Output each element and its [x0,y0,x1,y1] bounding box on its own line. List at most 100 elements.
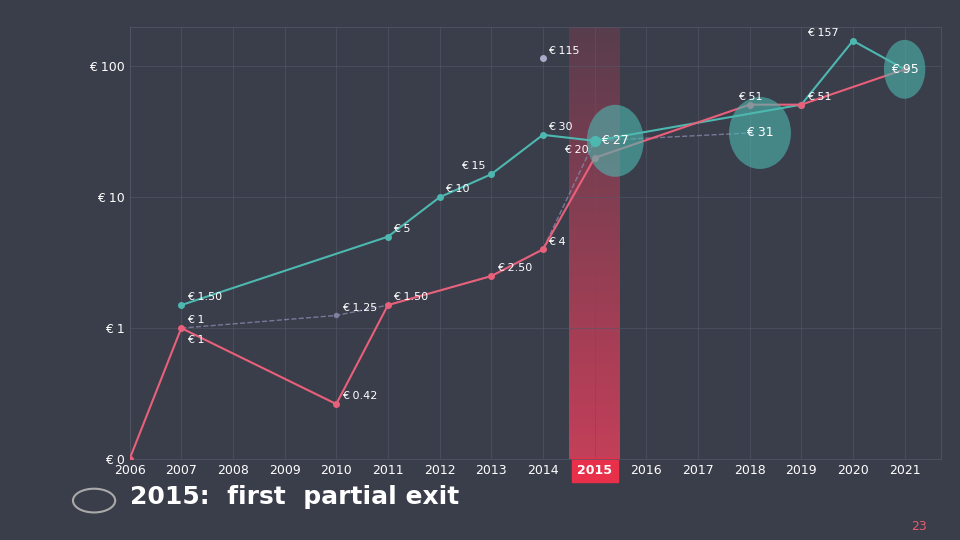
Bar [568,230,620,232]
Bar [568,245,620,247]
Bar [568,347,620,349]
Bar [568,185,620,187]
Bar [568,399,620,401]
Bar [568,72,620,75]
Bar [568,411,620,414]
Bar [568,297,620,299]
Bar [568,228,620,230]
Bar [568,224,620,226]
Bar [568,154,620,157]
Bar [568,351,620,353]
Bar [568,312,620,314]
Bar [568,237,620,239]
Bar [568,66,620,68]
Ellipse shape [884,40,925,99]
Bar [568,325,620,327]
Bar [568,87,620,90]
Text: € 10: € 10 [445,185,469,194]
Bar [568,249,620,252]
Bar [568,120,620,122]
Bar [568,221,620,224]
Bar [568,176,620,178]
Bar [568,247,620,249]
Bar [568,392,620,394]
Text: € 95: € 95 [891,63,919,76]
Bar [568,33,620,36]
Bar [568,258,620,260]
Text: € 51: € 51 [738,92,762,102]
Bar [568,40,620,42]
Bar [568,442,620,444]
Bar [568,262,620,265]
Text: € 1.50: € 1.50 [394,292,428,302]
Bar [568,396,620,399]
Text: 23: 23 [911,520,926,534]
Bar [568,27,620,29]
Bar [568,79,620,81]
Text: € 5: € 5 [394,224,411,234]
Bar [568,366,620,368]
Bar [568,316,620,319]
Bar [568,167,620,170]
Bar [568,282,620,284]
Bar [568,51,620,53]
Bar [568,53,620,55]
Bar [568,379,620,381]
Bar [568,448,620,450]
Bar [568,435,620,437]
Bar [568,116,620,118]
Bar [568,148,620,150]
Bar [568,453,620,455]
Bar [568,122,620,124]
Bar [568,241,620,243]
Bar [568,310,620,312]
Bar [568,187,620,189]
Bar [568,206,620,208]
Bar [568,178,620,180]
Bar [568,202,620,204]
Bar [568,55,620,57]
Bar [568,280,620,282]
Bar [568,373,620,375]
Bar [568,407,620,409]
Bar [568,342,620,345]
Bar [568,336,620,338]
Bar [568,59,620,62]
Bar [568,195,620,198]
Bar [568,332,620,334]
Bar [568,405,620,407]
Bar [568,94,620,96]
Bar [568,219,620,221]
Bar [568,57,620,59]
Bar [568,124,620,126]
Bar [568,303,620,306]
Bar [568,92,620,94]
Bar [568,77,620,79]
Bar [568,44,620,46]
Bar [568,431,620,433]
Bar [568,457,620,459]
Bar [568,429,620,431]
Ellipse shape [587,105,644,177]
Bar [568,291,620,293]
Bar [568,321,620,323]
Bar [568,306,620,308]
Bar [568,273,620,275]
Text: € 1.50: € 1.50 [187,292,222,302]
Bar [568,64,620,66]
Bar [568,252,620,254]
Bar [568,433,620,435]
Bar [568,172,620,174]
Bar [568,293,620,295]
Bar [568,189,620,191]
Bar [568,103,620,105]
Bar [568,288,620,291]
Bar [568,135,620,137]
Bar [568,416,620,418]
Text: € 1: € 1 [187,315,204,326]
Bar [568,327,620,329]
Bar [568,345,620,347]
Bar [568,131,620,133]
Bar [568,275,620,278]
Bar [568,126,620,129]
